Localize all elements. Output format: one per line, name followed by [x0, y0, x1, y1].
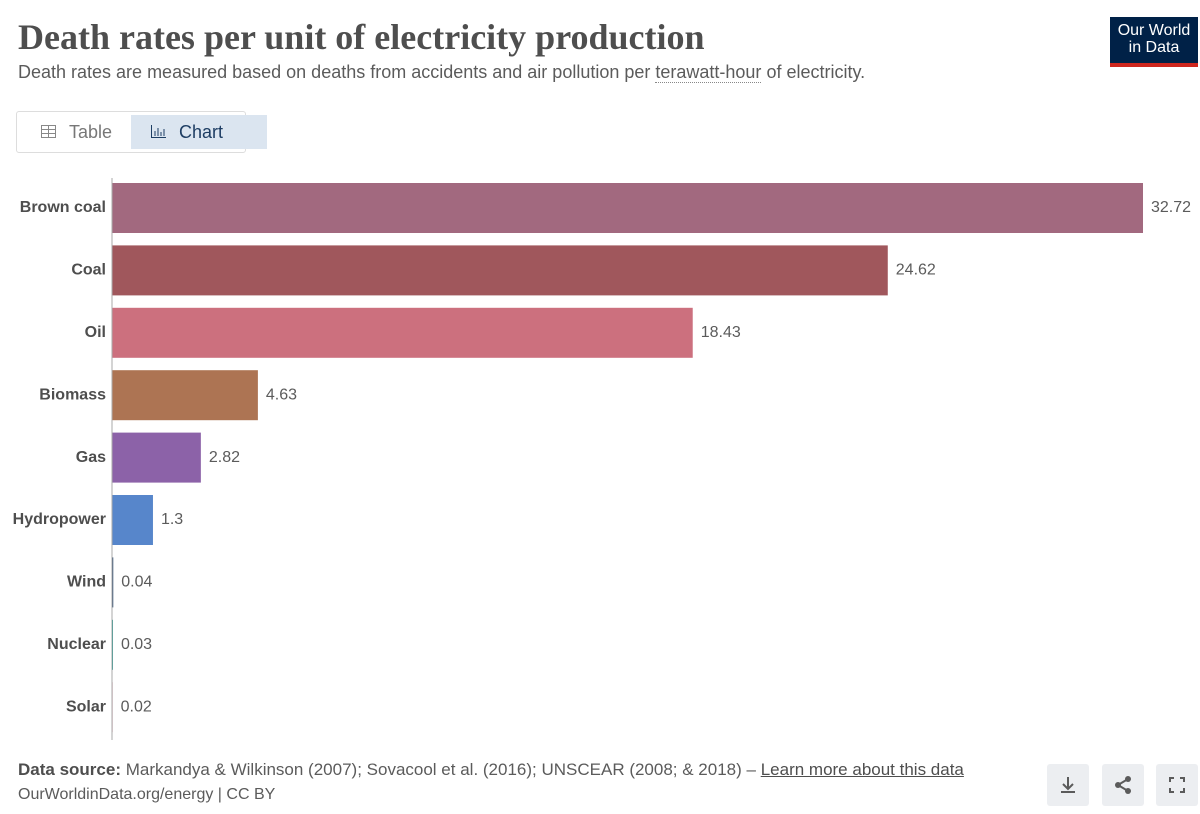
subtitle-link[interactable]: terawatt-hour	[655, 62, 762, 83]
tab-label: Chart	[179, 122, 224, 142]
logo-line: Our World	[1117, 22, 1191, 39]
value-label: 0.02	[121, 698, 152, 715]
bar	[112, 495, 153, 545]
source-text: Markandya & Wilkinson (2007); Sovacool e…	[125, 760, 756, 779]
value-label: 1.3	[161, 511, 183, 528]
chart-title: Death rates per unit of electricity prod…	[18, 17, 705, 57]
table-icon	[41, 125, 56, 138]
bar	[112, 370, 258, 421]
data-source: Data source: Markandya & Wilkinson (2007…	[18, 760, 964, 780]
category-label: Wind	[67, 574, 106, 591]
value-label: 18.43	[701, 324, 741, 341]
category-label: Coal	[71, 262, 106, 279]
table-tab[interactable]: Table	[21, 115, 153, 149]
value-label: 32.72	[1151, 199, 1191, 216]
bar	[112, 245, 888, 296]
fullscreen-button[interactable]	[1156, 764, 1198, 806]
footer: OurWorldinData.org/energy | CC BY	[18, 786, 276, 803]
subtitle-text: of electricity.	[761, 62, 866, 82]
share-icon	[1115, 776, 1131, 794]
bar	[112, 432, 201, 483]
fullscreen-icon	[1169, 777, 1185, 793]
category-label: Gas	[76, 449, 106, 466]
learn-more-link[interactable]: Learn more about this data	[760, 760, 964, 779]
value-label: 24.62	[896, 262, 936, 279]
download-button[interactable]	[1047, 764, 1089, 806]
value-label: 4.63	[266, 386, 297, 403]
bar	[112, 307, 693, 358]
logo-line: in Data	[1128, 39, 1180, 56]
logo[interactable]: Our World in Data	[1110, 17, 1198, 67]
bar	[112, 183, 1143, 233]
category-label: Hydropower	[13, 511, 106, 528]
category-label: Brown coal	[20, 199, 106, 216]
download-icon	[1061, 777, 1075, 793]
bar	[112, 557, 114, 608]
value-label: 0.03	[121, 636, 152, 653]
share-button[interactable]	[1102, 764, 1144, 806]
category-label: Oil	[85, 324, 106, 341]
value-label: 2.82	[209, 449, 240, 466]
chart-icon	[151, 125, 166, 138]
category-label: Nuclear	[47, 636, 106, 653]
chart-tab[interactable]: Chart	[131, 115, 267, 149]
view-tabs: Table Chart	[16, 111, 267, 153]
value-label: 0.04	[121, 574, 152, 591]
source-label: Data source:	[18, 760, 121, 779]
category-label: Biomass	[39, 386, 106, 403]
category-label: Solar	[66, 698, 106, 715]
chart-subtitle: Death rates are measured based on deaths…	[18, 62, 865, 83]
tab-label: Table	[69, 122, 113, 142]
subtitle-text: Death rates are measured based on deaths…	[18, 62, 656, 82]
